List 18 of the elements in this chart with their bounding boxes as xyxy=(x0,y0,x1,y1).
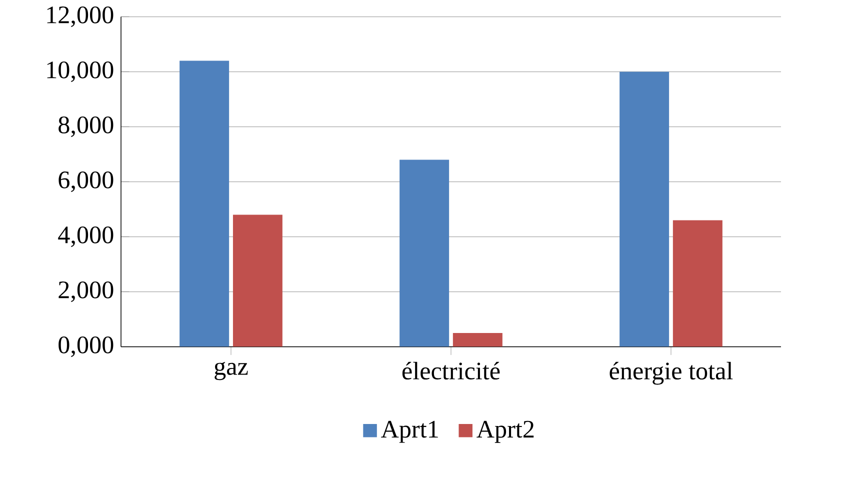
bar xyxy=(452,333,502,347)
y-tick-label: 6,000 xyxy=(58,172,114,192)
y-tick-label: 10,000 xyxy=(47,62,114,82)
bar xyxy=(232,214,282,347)
y-tick-label: 12,000 xyxy=(47,6,114,28)
y-tick-label: 2,000 xyxy=(58,282,114,302)
y-tick-label: 0,000 xyxy=(58,336,114,358)
x-tick-label: gaz xyxy=(214,362,248,380)
bar xyxy=(620,72,670,347)
legend-label: Aprt1 xyxy=(381,421,438,443)
bar xyxy=(672,220,722,347)
y-tick-label: 4,000 xyxy=(58,226,114,248)
x-tick-label: électricité xyxy=(402,362,500,380)
bar xyxy=(180,60,230,347)
legend-label: Aprt2 xyxy=(476,420,534,443)
x-tick-label: énergie total xyxy=(610,362,733,385)
y-tick-label: 8,000 xyxy=(58,116,114,138)
bar xyxy=(400,160,450,347)
